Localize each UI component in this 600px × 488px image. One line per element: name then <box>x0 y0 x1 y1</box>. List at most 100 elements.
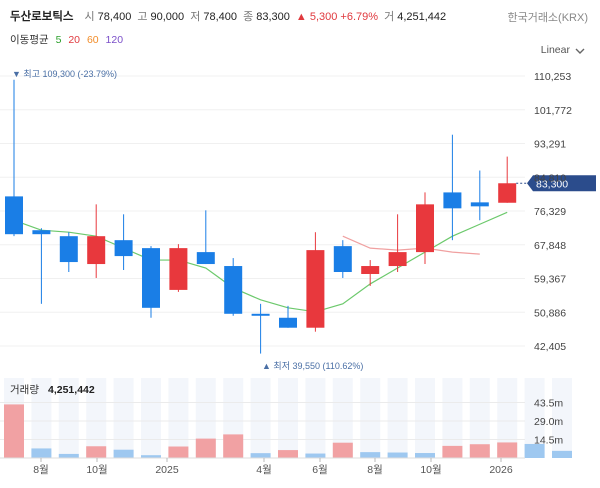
ma-period-20[interactable]: 20 <box>68 34 81 46</box>
volume-bar <box>86 446 107 458</box>
volume-title: 거래량 <box>10 384 39 396</box>
volume-bar <box>58 453 79 458</box>
volume-value: 4,251,442 <box>397 11 447 23</box>
change-value: ▲ 5,300 <box>295 11 338 23</box>
last-price-tag <box>527 175 596 192</box>
candle-body <box>279 317 297 328</box>
max-price-label: ▼ 최고 109,300 (-23.79%) <box>12 69 117 79</box>
volume-bg-column <box>305 378 326 458</box>
candle-body <box>306 250 325 328</box>
candle-body <box>87 236 106 265</box>
volume-bar <box>113 449 134 458</box>
volume-bg-column <box>332 378 353 458</box>
candle-body <box>169 248 188 290</box>
volume-bg-column <box>387 378 408 458</box>
volume-tick-label: 14.5m <box>534 435 563 447</box>
volume-bg-column <box>250 378 271 458</box>
volume-bar <box>387 452 408 458</box>
candle-body <box>416 204 434 253</box>
y-tick-label: 42,405 <box>534 341 566 353</box>
volume-bar <box>360 452 381 458</box>
volume-bar <box>552 450 572 458</box>
candle-body <box>196 252 215 265</box>
volume-bar <box>168 446 189 458</box>
y-tick-label: 50,886 <box>534 307 566 319</box>
volume-bg-column <box>31 378 52 458</box>
x-tick-label: 10월 <box>86 464 107 476</box>
volume-bg-column <box>552 378 572 458</box>
candle-body <box>114 240 133 257</box>
volume-bg-column <box>168 378 189 458</box>
ma20-line <box>342 235 480 255</box>
x-tick-label: 2025 <box>155 464 179 476</box>
y-tick-label: 67,848 <box>534 240 566 252</box>
y-tick-label: 59,367 <box>534 274 566 286</box>
x-tick-label: 6월 <box>312 464 328 476</box>
volume-bar <box>497 442 518 458</box>
stock-header: 두산로보틱스 시 78,400 고 90,000 저 78,400 종 83,300 ▲… <box>10 8 449 26</box>
volume-bg-column <box>58 378 79 458</box>
x-tick-label: 10월 <box>420 464 441 476</box>
volume-bg-column <box>415 378 435 458</box>
open-label: 시 <box>84 11 95 23</box>
candle-body <box>361 266 380 274</box>
volume-bg-column <box>195 378 216 458</box>
volume-bar <box>305 453 326 458</box>
candle-body <box>443 192 462 209</box>
volume-bg-column <box>141 378 161 458</box>
close-label: 종 <box>243 11 254 23</box>
volume-label: 거 <box>384 11 395 23</box>
candle-body <box>224 266 243 314</box>
candle-body <box>333 246 352 273</box>
volume-bar <box>469 444 490 458</box>
exchange-label: 한국거래소(KRX) <box>507 12 588 24</box>
volume-bar <box>332 442 353 458</box>
y-tick-label: 101,772 <box>534 105 572 117</box>
volume-bar <box>415 453 435 458</box>
volume-tick-label: 43.5m <box>534 398 563 410</box>
candle-body <box>470 202 489 207</box>
candle-body <box>498 183 517 203</box>
volume-bar <box>442 445 463 458</box>
volume-tick-label: 29.0m <box>534 416 563 428</box>
candle-body <box>388 252 407 267</box>
candle-body <box>5 196 23 235</box>
volume-bar <box>524 443 545 458</box>
y-tick-label: 110,253 <box>534 71 571 83</box>
volume-bar <box>31 448 52 458</box>
ma-period-60[interactable]: 60 <box>86 34 99 46</box>
stock-name: 두산로보틱스 <box>10 11 74 23</box>
candle-body <box>251 313 270 316</box>
volume-bar <box>195 438 216 458</box>
y-tick-label: 93,291 <box>534 139 566 151</box>
volume-bg-column <box>524 378 545 458</box>
volume-bg-column <box>360 378 381 458</box>
change-percent: +6.79% <box>340 11 379 23</box>
min-price-label: ▲ 최저 39,550 (110.62%) <box>262 361 363 371</box>
volume-bg-column <box>113 378 134 458</box>
close-value: 83,300 <box>256 11 290 23</box>
last-price-value: 83,300 <box>536 178 568 190</box>
volume-bg-column <box>86 378 107 458</box>
candle-body <box>142 248 160 308</box>
volume-title-value: 4,251,442 <box>48 384 95 396</box>
high-value: 90,000 <box>150 11 185 23</box>
x-tick-label: 2026 <box>489 464 513 476</box>
low-value: 78,400 <box>203 11 238 23</box>
ma-period-5[interactable]: 5 <box>55 34 62 46</box>
volume-bg-column <box>278 378 298 458</box>
scale-dropdown[interactable]: Linear <box>540 44 570 56</box>
ma-legend-label: 이동평균 <box>10 34 49 46</box>
y-tick-label: 84,810 <box>534 172 566 184</box>
volume-bar <box>4 404 24 458</box>
volume-bar <box>250 453 271 458</box>
volume-bg-column <box>497 378 518 458</box>
volume-bar <box>223 434 244 458</box>
volume-bg-column <box>442 378 463 458</box>
ma-period-120[interactable]: 120 <box>105 34 124 46</box>
low-label: 저 <box>190 11 201 23</box>
ma-legend[interactable]: 이동평균 5 20 60 120 <box>10 32 127 47</box>
volume-bar <box>141 455 161 458</box>
chevron-down-icon[interactable] <box>574 45 586 57</box>
